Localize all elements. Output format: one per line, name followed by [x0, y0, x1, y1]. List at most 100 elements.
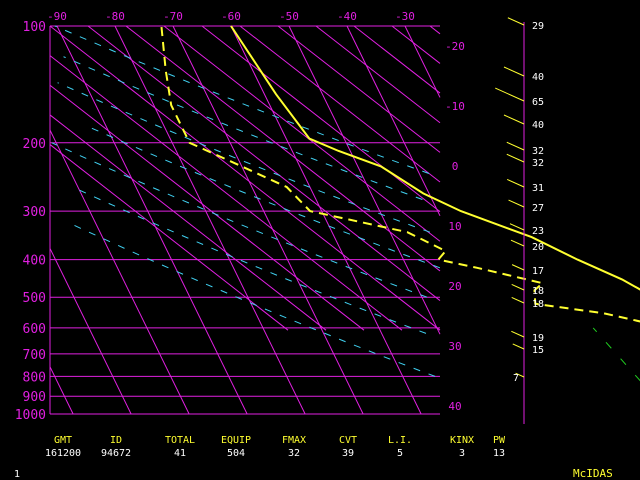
isotherm-right-label: 0	[452, 160, 459, 173]
pseudo-adiabat-line	[163, 25, 441, 242]
temperature-profile-line	[230, 25, 640, 291]
wind-barb	[506, 153, 525, 163]
isotherm-right-label: -10	[445, 100, 465, 113]
index-value: 161200	[45, 448, 81, 459]
pressure-tick-label: 1000	[15, 408, 46, 423]
temperature-top-label: -30	[395, 10, 415, 23]
sounding-profiles	[160, 25, 640, 323]
index-value: 94672	[101, 448, 131, 459]
pressure-tick-label: 400	[23, 254, 46, 269]
dry-adiabat-line	[57, 82, 431, 233]
wind-speed-label: 32	[532, 146, 544, 157]
wind-speed-label: 7	[513, 373, 519, 384]
temperature-top-label: -60	[221, 10, 241, 23]
dewpoint-profile-line	[160, 25, 640, 323]
wind-barb	[503, 66, 525, 77]
temperature-top-label: -90	[47, 10, 67, 23]
pseudo-adiabat-line	[353, 25, 441, 94]
pressure-tick-label: 800	[23, 370, 46, 385]
dry-adiabat-line	[72, 186, 427, 334]
temperature-top-label: -70	[163, 10, 183, 23]
pressure-tick-label: 500	[23, 291, 46, 306]
index-value: 13	[493, 448, 505, 459]
sounding-indices: GMT ID TOTAL EQUIP FMAX CVT L.I. KINX PW 161200 94…	[45, 435, 506, 459]
index-header: KINX	[450, 435, 474, 446]
isotherm-right-labels: -20 -10 0 10 20 30 40	[445, 40, 465, 413]
wind-barb	[511, 264, 525, 271]
isotherm-line	[172, 25, 364, 415]
wind-barb	[507, 17, 525, 26]
wind-barb	[510, 239, 525, 247]
index-value: 5	[397, 448, 403, 459]
wind-speed-label: 23	[532, 226, 544, 237]
wind-speed-label: 18	[532, 286, 544, 297]
software-label: McIDAS	[573, 467, 613, 480]
dry-adiabat-lines	[51, 25, 441, 377]
index-header: PW	[493, 435, 506, 446]
pseudo-adiabat-line	[239, 25, 441, 183]
dry-adiabat-line	[51, 142, 428, 298]
dry-adiabat-line	[54, 25, 430, 174]
pseudo-adiabat-line	[429, 25, 441, 35]
isotherm-line	[288, 25, 441, 335]
temperature-top-labels: -90 -80 -70 -60 -50 -40 -30	[47, 10, 415, 23]
isotherm-line	[49, 129, 190, 415]
wind-barb	[503, 114, 525, 125]
isotherm-right-label: 20	[448, 280, 461, 293]
temperature-top-label: -40	[337, 10, 357, 23]
wind-speed-label: 40	[532, 72, 544, 83]
isotherm-lines	[49, 25, 441, 415]
index-header: EQUIP	[221, 435, 251, 446]
pseudo-adiabat-line	[49, 114, 327, 331]
wind-speed-label: 20	[532, 242, 544, 253]
pseudo-adiabat-line	[201, 25, 441, 213]
pseudo-adiabat-line	[49, 25, 441, 331]
wind-speed-label: 31	[532, 183, 544, 194]
wind-barb	[508, 199, 525, 208]
index-header: L.I.	[388, 435, 412, 446]
pressure-tick-label: 600	[23, 322, 46, 337]
isotherm-right-label: 30	[448, 340, 461, 353]
index-value: 41	[174, 448, 186, 459]
pressure-tick-labels: 100 200 300 400 500 600 700 800 900 1000	[15, 20, 46, 423]
isotherm-line	[49, 248, 132, 415]
wind-barb	[506, 178, 525, 188]
pseudo-adiabat-line	[49, 84, 365, 331]
pseudo-adiabat-line	[87, 25, 441, 301]
index-header: FMAX	[282, 435, 306, 446]
dry-adiabat-line	[66, 221, 436, 377]
pressure-tick-label: 100	[23, 20, 46, 35]
isotherm-line	[114, 25, 306, 415]
pressure-tick-label: 300	[23, 205, 46, 220]
dry-adiabat-line	[84, 124, 441, 269]
isotherm-right-label: -20	[445, 40, 465, 53]
dry-adiabat-line	[63, 56, 423, 200]
index-header: ID	[110, 435, 122, 446]
wind-speed-label: 65	[532, 97, 544, 108]
pseudo-adiabat-line	[49, 144, 289, 331]
index-value: 39	[342, 448, 354, 459]
isotherm-line	[346, 25, 441, 217]
temperature-top-label: -80	[105, 10, 125, 23]
wind-speed-label: 15	[532, 345, 544, 356]
pressure-tick-label: 700	[23, 348, 46, 363]
wind-barb	[511, 284, 525, 291]
wind-speed-label: 40	[532, 120, 544, 131]
frame-number: 1	[14, 469, 20, 480]
isobar-lines	[49, 25, 440, 415]
isotherm-line	[230, 25, 422, 415]
index-header: TOTAL	[165, 435, 195, 446]
isotherm-line	[56, 25, 248, 415]
wind-barb	[511, 330, 525, 338]
pseudo-adiabat-line	[277, 25, 441, 153]
mixing-ratio-line	[592, 327, 640, 382]
wind-barb	[512, 343, 525, 350]
wind-speed-label: 32	[532, 158, 544, 169]
wind-barb	[495, 87, 525, 102]
pressure-tick-label: 200	[23, 137, 46, 152]
isotherm-line	[404, 25, 441, 98]
pseudo-adiabat-line	[125, 25, 441, 272]
wind-barb	[511, 297, 525, 304]
index-header: GMT	[54, 435, 72, 446]
